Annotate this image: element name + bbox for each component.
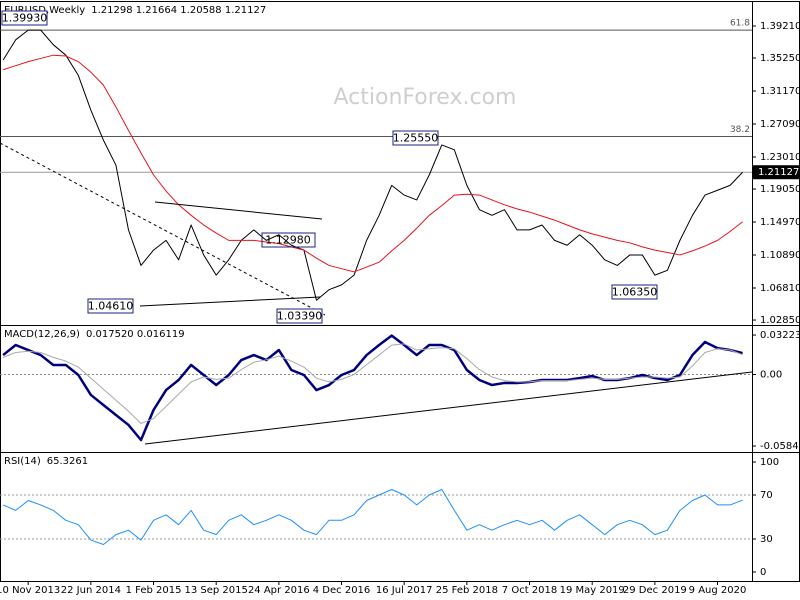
x-tick-label: 24 Apr 2016 xyxy=(248,585,310,596)
annotation-box xyxy=(1,10,48,26)
y-tick-label: 0.00 xyxy=(760,370,782,381)
panel-title: MACD(12,26,9) xyxy=(4,329,80,340)
y-tick-label: 1.27090 xyxy=(760,119,800,130)
drawings: 1.39930 1.25550 1.12980 1.04610 1.03390 … xyxy=(0,10,753,445)
series-line xyxy=(2,343,743,424)
price-annotation: 1.25550 xyxy=(392,130,439,146)
x-tick-label: 19 May 2019 xyxy=(560,585,625,596)
y-tick-label: 1.35250 xyxy=(760,53,800,64)
annotation-box xyxy=(261,232,316,248)
annotation-text: 1.03390 xyxy=(277,310,323,323)
x-tick-label: 10 Nov 2013 xyxy=(0,585,60,596)
x-tick-label: 16 Jul 2017 xyxy=(376,585,433,596)
last-price-label: 1.21127 xyxy=(758,167,799,178)
y-tick-label: 30 xyxy=(760,534,773,545)
y-tick-label: 1.19050 xyxy=(760,184,800,195)
annotation-text: 1.25550 xyxy=(393,132,439,145)
annotation-box xyxy=(87,298,134,314)
panel-subtitle: 65.3261 xyxy=(47,456,88,467)
annotation-box xyxy=(611,284,658,300)
annotation-text: 1.12980 xyxy=(265,234,311,247)
price-annotation: 1.04610 xyxy=(87,298,134,314)
annotation-box xyxy=(276,308,323,324)
x-tick-label: 7 Oct 2018 xyxy=(502,585,557,596)
trend-line xyxy=(0,142,326,316)
y-tick-label: 1.14970 xyxy=(760,217,800,228)
x-tick-label: 22 Jun 2014 xyxy=(61,585,121,596)
x-tick-label: 1 Feb 2015 xyxy=(126,585,182,596)
panel-subtitle: 0.017520 0.016119 xyxy=(86,329,185,340)
trend-line xyxy=(139,296,321,307)
y-tick-label: 70 xyxy=(760,490,773,501)
annotation-text: 1.04610 xyxy=(88,300,134,313)
last-price-box xyxy=(753,165,800,180)
y-tick-label: 1.23010 xyxy=(760,152,800,163)
y-tick-label: 1.39210 xyxy=(760,21,800,32)
series-line xyxy=(2,489,743,545)
series-line xyxy=(2,54,743,273)
price-annotation: 1.06350 xyxy=(611,284,658,300)
x-tick-label: 9 Aug 2020 xyxy=(689,585,747,596)
y-tick-label: 1.06810 xyxy=(760,283,800,294)
trend-line xyxy=(144,371,753,445)
annotation-text: 1.06350 xyxy=(612,286,658,299)
y-tick-label: 1.31170 xyxy=(760,86,800,97)
y-tick-label: 100 xyxy=(760,457,779,468)
x-tick-label: 29 Dec 2019 xyxy=(623,585,687,596)
watermark: ActionForex.com xyxy=(334,85,517,110)
x-tick-label: 4 Dec 2016 xyxy=(313,585,371,596)
annotation-box xyxy=(392,130,439,146)
x-tick-label: 25 Feb 2018 xyxy=(436,585,498,596)
trend-line xyxy=(154,201,323,220)
y-tick-label: 0 xyxy=(760,567,766,578)
price-annotation: 1.39930 xyxy=(1,10,48,26)
x-tick-label: 13 Sep 2015 xyxy=(185,585,248,596)
y-tick-label: 1.10890 xyxy=(760,250,800,261)
panel-title: RSI(14) xyxy=(4,456,41,467)
price-annotation: 1.12980 xyxy=(261,232,316,248)
price-annotation: 1.03390 xyxy=(276,308,323,324)
annotation-text: 1.39930 xyxy=(2,12,48,25)
y-tick-label: 0.032235 xyxy=(760,330,800,341)
panel-subtitle: 1.21298 1.21664 1.20588 1.21127 xyxy=(91,5,266,16)
fib-level-label: 61.8 xyxy=(730,19,750,29)
y-tick-label: 1.02850 xyxy=(760,315,800,326)
fib-level-label: 38.2 xyxy=(730,125,750,135)
y-tick-label: -0.058434 xyxy=(760,441,800,452)
series-line xyxy=(2,29,743,301)
